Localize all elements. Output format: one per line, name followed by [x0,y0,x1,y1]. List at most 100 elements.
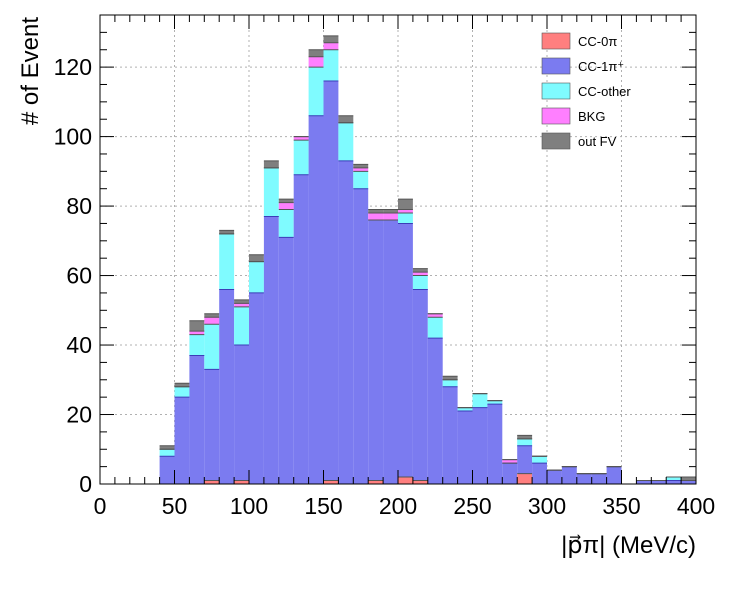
bar-segment [368,219,384,481]
bar-segment [234,306,249,346]
bar-segment [249,261,264,293]
x-tick-label: 0 [94,493,107,519]
series-outline [159,35,696,482]
bar-segment [666,477,682,481]
x-tick-label: 200 [379,493,417,519]
bar-segment [234,345,249,481]
bar-segment [278,202,294,210]
bar-segment [427,313,443,318]
bar-segment [234,299,249,304]
bar-segment [189,334,205,356]
bar-segment [412,272,428,276]
bar-segment [263,216,279,485]
bar-segment [368,213,384,220]
bar-segment [487,404,503,484]
histogram-outlines [159,35,696,482]
bar-segment [308,67,324,116]
bar-segment [532,463,547,484]
bar-segment [442,376,458,380]
bar-segment [398,223,413,478]
bar-segment [234,480,249,484]
bar-segment [174,397,190,484]
bar-segment [502,459,518,464]
x-tick-labels: 0 50 100 150 200 250 300 350 400 [94,493,716,519]
bar-segment [249,292,264,484]
bar-segment [383,209,398,214]
bar-segment [219,230,235,234]
bar-segment [174,386,190,398]
legend-label: CC-1π⁺ [578,59,624,74]
bar-segment [442,379,458,387]
x-tick-label: 100 [230,493,268,519]
bar-segment [234,303,249,307]
bar-segment [308,56,324,68]
bar-segment [293,136,309,141]
bar-segment [398,213,413,224]
bar-segment [427,338,443,484]
bar-segment [204,317,220,325]
bar-segment [517,438,533,446]
y-tick-label: 80 [66,193,92,219]
y-tick-label: 40 [66,332,92,358]
legend-label: BKG [578,109,605,124]
bar-segment [159,449,175,457]
bar-segment [561,466,577,484]
bar-segment [159,445,175,450]
bar-segment [159,456,175,484]
y-tick-label: 20 [66,402,92,428]
bar-segment [278,237,294,484]
bar-segment [398,199,413,210]
bar-segment [189,355,205,484]
legend-label: CC-other [578,84,631,99]
bar-segment [338,122,354,161]
bar-segment [398,209,413,214]
bar-segment [517,473,533,484]
bar-segment [323,35,339,43]
bar-segment [412,289,428,481]
bar-segment [338,115,354,123]
bar-segment [517,435,533,439]
bar-segment [323,42,339,50]
bar-segment [204,480,220,484]
bar-segment [547,470,562,484]
y-tick-label: 100 [54,124,92,150]
legend-swatch [541,32,571,50]
bar-segment [472,393,488,408]
bar-segment [651,480,667,484]
bar-segment [189,320,205,332]
x-tick-label: 50 [162,493,188,519]
bar-segment [457,407,473,412]
x-tick-label: 150 [304,493,342,519]
bar-segment [174,383,190,387]
bar-segment [517,445,533,474]
bar-segment [189,331,205,335]
y-tick-labels: 0 20 40 60 80 100 120 [54,54,92,497]
bar-segment [666,480,682,484]
legend-swatch [541,107,571,125]
bar-segment [219,233,235,290]
bar-segment [636,480,652,484]
bar-segment [412,275,428,290]
bar-segment [219,289,235,484]
bar-segment [204,324,220,370]
bar-segment [323,81,339,481]
x-tick-label: 300 [528,493,566,519]
x-tick-label: 400 [677,493,715,519]
x-axis-title: |p⃗π| (MeV/c) [561,532,696,559]
y-tick-label: 0 [79,471,92,497]
bar-segment [427,317,443,339]
bar-segment [293,140,309,175]
bar-segment [502,463,518,484]
legend-label: CC-0π [578,34,617,49]
bar-segment [263,167,279,217]
bar-segment [383,219,398,484]
bar-segment [576,473,592,484]
bar-segment [398,477,413,484]
bar-segment [308,49,324,57]
bar-segment [412,480,428,484]
bar-segment [472,407,488,484]
bar-segment [353,188,369,484]
bar-segment [278,209,294,238]
legend-swatch [541,82,571,100]
